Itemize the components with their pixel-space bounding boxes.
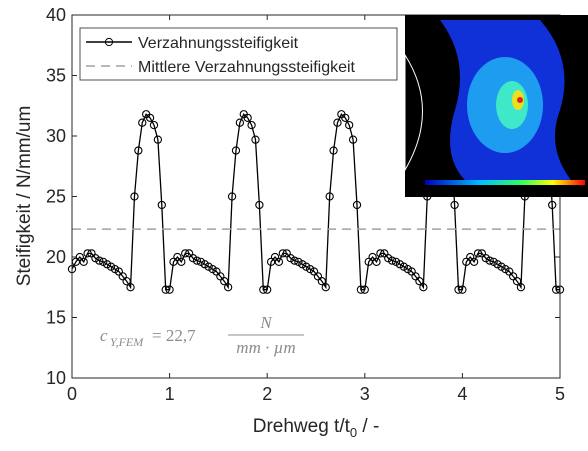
x-tick-label: 3	[360, 384, 370, 404]
y-tick-label: 35	[46, 66, 66, 86]
x-tick-label: 4	[457, 384, 467, 404]
y-tick-label: 10	[46, 368, 66, 388]
legend-label: Verzahnungssteifigkeit	[138, 35, 299, 52]
y-tick-label: 30	[46, 126, 66, 146]
chart: 10 15 20 25 30 35 40 0 1 2 3 4 5 Verzahnungssteifigk…	[0, 0, 588, 446]
y-axis-label: Steifigkeit / N/mm/um	[14, 106, 35, 287]
x-axis-label-sub: 0	[350, 425, 357, 440]
x-tick-label: 1	[165, 384, 175, 404]
annotation-den: mm · µm	[236, 338, 295, 357]
x-tick-label: 5	[555, 384, 565, 404]
x-axis-label-text: Drehweg t/t	[253, 416, 351, 437]
annotation-rhs: = 22,7	[152, 326, 196, 345]
inset-image	[405, 15, 588, 197]
annotation-num: N	[259, 313, 273, 332]
inset-colorbar	[425, 180, 585, 185]
y-tick-label: 25	[46, 187, 66, 207]
y-tick-label: 20	[46, 247, 66, 267]
annotation-symbol: c	[100, 326, 108, 345]
x-tick-label: 2	[262, 384, 272, 404]
x-axis-label: Drehweg t/t0 / -	[253, 416, 380, 440]
y-tick-label: 15	[46, 308, 66, 328]
annotation-sub: Y,FEM	[110, 335, 144, 349]
inset-stress	[496, 81, 528, 129]
inset-stress	[517, 97, 523, 103]
y-tick-label: 40	[46, 5, 66, 25]
legend-label: Mittlere Verzahnungssteifigkeit	[138, 59, 356, 76]
x-axis-label-suffix: / -	[357, 416, 379, 437]
legend: Verzahnungssteifigkeit Mittlere Verzahnun…	[80, 28, 397, 80]
x-tick-label: 0	[67, 384, 77, 404]
